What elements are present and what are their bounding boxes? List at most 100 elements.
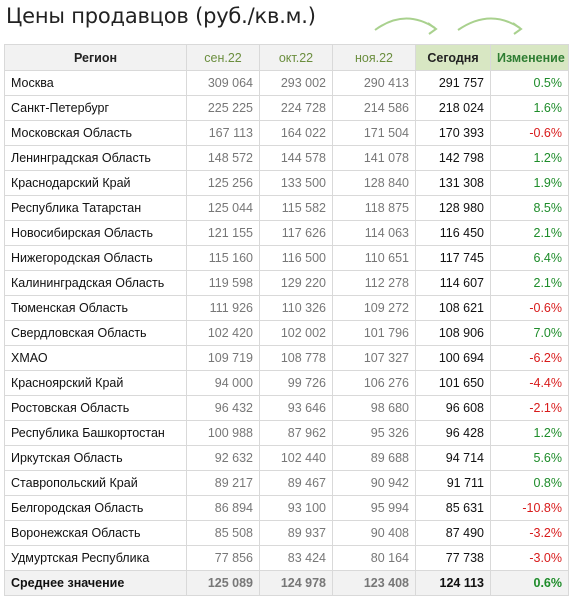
sep-cell: 167 113 [186, 120, 260, 146]
table-row: Красноярский Край 94 000 99 726 106 276 101 … [4, 370, 569, 396]
col-header-sep: сен.22 [186, 44, 260, 71]
today-cell: 170 393 [415, 120, 491, 146]
today-cell: 100 694 [415, 345, 491, 371]
sep-cell: 86 894 [186, 495, 260, 521]
today-cell: 114 607 [415, 270, 491, 296]
change-cell: 6.4% [490, 245, 569, 271]
col-header-region: Регион [4, 44, 187, 71]
region-cell: Республика Татарстан [4, 195, 187, 221]
col-header-nov: ноя.22 [332, 44, 416, 71]
sep-cell: 309 064 [186, 70, 260, 96]
region-cell: Ростовская Область [4, 395, 187, 421]
nov-cell: 106 276 [332, 370, 416, 396]
curved-arrow-icon [457, 17, 523, 35]
table-row: Иркутская Область 92 632 102 440 89 688 94 7… [4, 445, 569, 471]
nov-cell: 109 272 [332, 295, 416, 321]
oct-cell: 89 937 [259, 520, 333, 546]
oct-cell: 83 424 [259, 545, 333, 571]
average-row: Среднее значение 125 089 124 978 123 408… [4, 570, 569, 596]
average-sep: 125 089 [186, 570, 260, 596]
change-cell: -3.0% [490, 545, 569, 571]
average-nov: 123 408 [332, 570, 416, 596]
region-cell: Республика Башкортостан [4, 420, 187, 446]
change-cell: -3.2% [490, 520, 569, 546]
table-row: Воронежская Область 85 508 89 937 90 408 87 … [4, 520, 569, 546]
region-cell: Тюменская Область [4, 295, 187, 321]
today-cell: 96 608 [415, 395, 491, 421]
change-cell: 0.8% [490, 470, 569, 496]
table-row: Краснодарский Край 125 256 133 500 128 840 1… [4, 170, 569, 196]
sep-cell: 119 598 [186, 270, 260, 296]
table-row: Нижегородская Область 115 160 116 500 110 6… [4, 245, 569, 271]
nov-cell: 90 408 [332, 520, 416, 546]
table-row: Ленинградская Область 148 572 144 578 141 0… [4, 145, 569, 171]
change-cell: 7.0% [490, 320, 569, 346]
sep-cell: 121 155 [186, 220, 260, 246]
nov-cell: 101 796 [332, 320, 416, 346]
col-header-oct: окт.22 [259, 44, 333, 71]
region-cell: ХМАО [4, 345, 187, 371]
change-cell: -0.6% [490, 120, 569, 146]
table-row: Санкт-Петербург 225 225 224 728 214 586 218 … [4, 95, 569, 121]
today-cell: 96 428 [415, 420, 491, 446]
today-cell: 91 711 [415, 470, 491, 496]
today-cell: 108 906 [415, 320, 491, 346]
today-cell: 116 450 [415, 220, 491, 246]
average-change: 0.6% [490, 570, 569, 596]
table-row: Тюменская Область 111 926 110 326 109 272 10… [4, 295, 569, 321]
table-row: Белгородская Область 86 894 93 100 95 994 85… [4, 495, 569, 521]
nov-cell: 95 994 [332, 495, 416, 521]
oct-cell: 93 646 [259, 395, 333, 421]
change-cell: -0.6% [490, 295, 569, 321]
change-cell: 1.6% [490, 95, 569, 121]
region-cell: Воронежская Область [4, 520, 187, 546]
prices-table: Регион сен.22 окт.22 ноя.22 Сегодня Изме… [4, 44, 569, 596]
table-row: Ростовская Область 96 432 93 646 98 680 96 6… [4, 395, 569, 421]
oct-cell: 110 326 [259, 295, 333, 321]
oct-cell: 102 440 [259, 445, 333, 471]
page-title: Цены продавцов (руб./кв.м.) [6, 4, 316, 28]
today-cell: 108 621 [415, 295, 491, 321]
region-cell: Ставропольский Край [4, 470, 187, 496]
oct-cell: 115 582 [259, 195, 333, 221]
nov-cell: 107 327 [332, 345, 416, 371]
curved-arrow-icon [374, 17, 438, 35]
table-row: Калининградская Область 119 598 129 220 112… [4, 270, 569, 296]
nov-cell: 290 413 [332, 70, 416, 96]
nov-cell: 90 942 [332, 470, 416, 496]
today-cell: 94 714 [415, 445, 491, 471]
region-cell: Удмуртская Республика [4, 545, 187, 571]
nov-cell: 80 164 [332, 545, 416, 571]
header-row: Регион сен.22 окт.22 ноя.22 Сегодня Изме… [4, 44, 569, 71]
table-row: Республика Татарстан 125 044 115 582 118 87… [4, 195, 569, 221]
sep-cell: 100 988 [186, 420, 260, 446]
table-row: ХМАО 109 719 108 778 107 327 100 694 -6.2% [4, 345, 569, 371]
nov-cell: 112 278 [332, 270, 416, 296]
oct-cell: 293 002 [259, 70, 333, 96]
table-row: Ставропольский Край 89 217 89 467 90 942 91 … [4, 470, 569, 496]
change-cell: 0.5% [490, 70, 569, 96]
oct-cell: 116 500 [259, 245, 333, 271]
col-header-today: Сегодня [415, 44, 491, 71]
change-cell: -10.8% [490, 495, 569, 521]
sep-cell: 89 217 [186, 470, 260, 496]
sep-cell: 225 225 [186, 95, 260, 121]
nov-cell: 141 078 [332, 145, 416, 171]
today-cell: 101 650 [415, 370, 491, 396]
oct-cell: 144 578 [259, 145, 333, 171]
change-cell: 2.1% [490, 220, 569, 246]
today-cell: 85 631 [415, 495, 491, 521]
oct-cell: 87 962 [259, 420, 333, 446]
nov-cell: 89 688 [332, 445, 416, 471]
sep-cell: 125 044 [186, 195, 260, 221]
region-cell: Краснодарский Край [4, 170, 187, 196]
oct-cell: 224 728 [259, 95, 333, 121]
region-cell: Нижегородская Область [4, 245, 187, 271]
oct-cell: 93 100 [259, 495, 333, 521]
region-cell: Ленинградская Область [4, 145, 187, 171]
change-cell: 1.2% [490, 420, 569, 446]
today-cell: 77 738 [415, 545, 491, 571]
sep-cell: 102 420 [186, 320, 260, 346]
today-cell: 117 745 [415, 245, 491, 271]
region-cell: Санкт-Петербург [4, 95, 187, 121]
